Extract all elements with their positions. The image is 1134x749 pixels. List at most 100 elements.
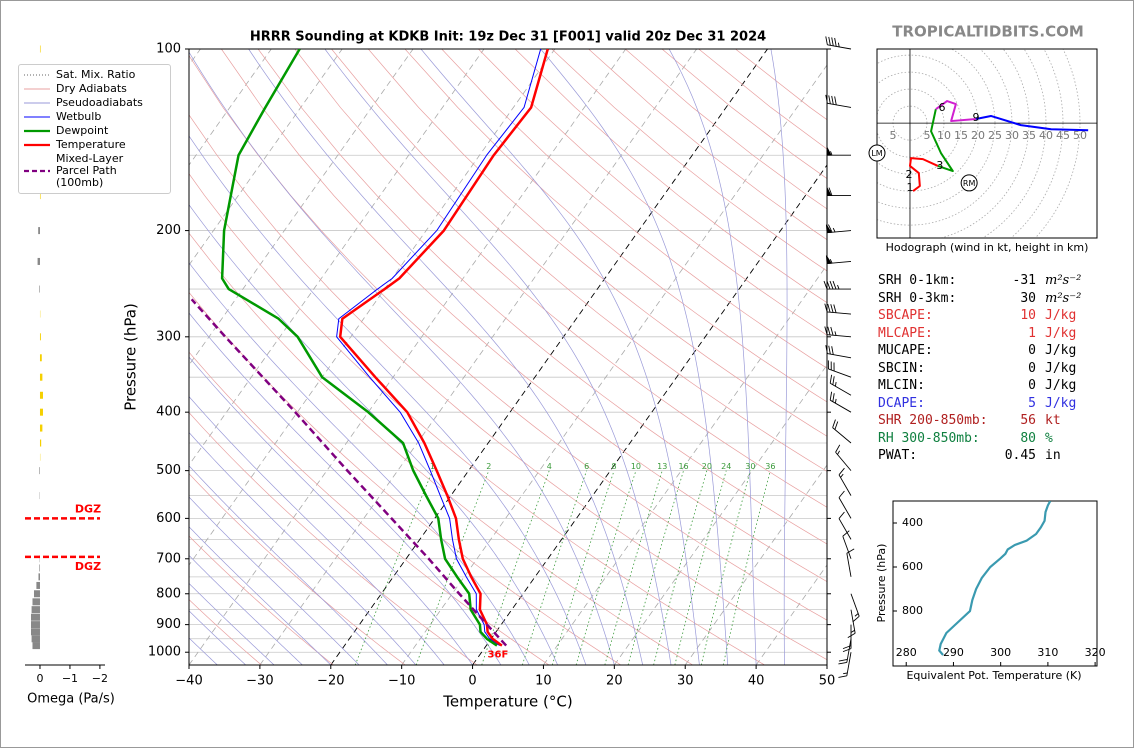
stats-unit: m²s⁻² — [1045, 291, 1081, 306]
barb-full — [835, 38, 837, 46]
hodograph-ring-label: 30 — [1005, 129, 1019, 142]
legend-item: Sat. Mix. Ratio — [19, 68, 170, 82]
omega-bar — [40, 354, 42, 361]
barb-staff — [827, 354, 851, 358]
hodograph-ring-label: 5 — [889, 129, 896, 142]
stats-unit: kt — [1045, 413, 1061, 428]
height-label: 1 — [906, 181, 913, 194]
stats-unit: J/kg — [1045, 326, 1076, 341]
stats-value: 0 — [1028, 378, 1036, 393]
x-tick-label: 50 — [819, 674, 836, 689]
barb-staff — [839, 498, 851, 519]
barb-full — [835, 421, 838, 429]
pseudoadiabat — [187, 49, 614, 665]
omega-axis-title: Omega (Pa/s) — [27, 692, 115, 707]
legend-label: Dry Adiabats — [56, 83, 127, 95]
wind-barb — [828, 360, 851, 377]
mixing-ratio-label: 13 — [657, 462, 667, 471]
mixing-ratio-label: 36 — [765, 462, 775, 471]
profiles — [192, 49, 548, 646]
legend-item: Dewpoint — [19, 124, 170, 138]
legend-swatch — [23, 98, 51, 108]
omega-bar — [31, 614, 40, 621]
barb-staff — [851, 594, 859, 617]
barb-half — [835, 331, 836, 335]
omega-bar — [40, 425, 42, 432]
stats-value: 0 — [1028, 343, 1036, 358]
hodograph-ring-label: 35 — [1022, 129, 1036, 142]
x-tick-label: 40 — [748, 674, 765, 689]
wind-barb — [830, 375, 851, 395]
isotherm — [402, 49, 839, 665]
height-label: 6 — [938, 101, 945, 114]
omega-bar — [40, 46, 41, 53]
mixing-ratio-label: 4 — [547, 462, 552, 471]
legend-swatch — [23, 126, 51, 136]
dry-adiabat — [185, 49, 909, 665]
stats-unit: J/kg — [1045, 308, 1076, 323]
hodograph-ring-label: 20 — [971, 129, 985, 142]
barb-full — [832, 37, 834, 45]
legend-label: Dewpoint — [56, 125, 108, 137]
barb-full — [829, 346, 831, 354]
y-tick-label: 500 — [156, 463, 181, 478]
omega-bar — [31, 621, 40, 628]
storm-motion-label: RM — [963, 179, 976, 188]
stats-label: PWAT: — [878, 448, 917, 463]
pseudoadiabat — [137, 49, 586, 665]
x-tick-label: 20 — [606, 674, 623, 689]
wind-barb — [824, 281, 851, 289]
y-tick-label: 700 — [156, 551, 181, 566]
barb-full — [829, 95, 831, 103]
stats-unit: m²s⁻² — [1045, 273, 1081, 288]
barb-full — [832, 96, 834, 104]
omega-bar — [38, 258, 40, 265]
legend-item: Pseudoadiabats — [19, 96, 170, 110]
stats-unit: J/kg — [1045, 378, 1076, 393]
y-tick-label: 900 — [156, 617, 181, 632]
barb-staff — [833, 428, 851, 443]
barb-half — [855, 613, 858, 616]
theta-x-tick-label: 300 — [990, 646, 1011, 659]
omega-tick-label: −2 — [92, 672, 108, 685]
stats-label: RH 300-850mb: — [878, 431, 980, 446]
theta-lines — [939, 501, 1050, 655]
mixing-ratio-label: 24 — [721, 462, 731, 471]
theta-x-tick-label: 310 — [1037, 646, 1058, 659]
theta-y-tick-label: 600 — [902, 560, 923, 573]
mixing-ratio-label: 10 — [631, 462, 641, 471]
barb-staff — [827, 103, 851, 107]
legend-label: Wetbulb — [56, 111, 101, 123]
watermark: TROPICALTIDBITS.COM — [892, 23, 1084, 41]
stats-label: SRH 0-1km: — [878, 273, 956, 288]
hodograph-ring-label: 40 — [1039, 129, 1053, 142]
wind-barb — [827, 188, 851, 196]
x-tick-label: −40 — [175, 674, 202, 689]
legend-swatch — [23, 70, 51, 80]
x-tick-label: 0 — [468, 674, 476, 689]
wind-barb — [826, 225, 851, 233]
mixing-ratio-line — [576, 471, 636, 665]
height-label: 3 — [936, 159, 943, 172]
barb-full — [839, 491, 844, 498]
stats-value: 10 — [1020, 308, 1036, 323]
barb-full — [834, 304, 836, 312]
y-tick-label: 1000 — [148, 645, 181, 660]
barb-half — [841, 474, 844, 477]
stats-label: SRH 0-3km: — [878, 291, 956, 306]
stats-row: RH 300-850mb:80% — [878, 431, 1078, 449]
wind-barb — [848, 610, 855, 638]
barb-half — [838, 43, 839, 47]
stats-unit: J/kg — [1045, 396, 1076, 411]
legend-swatch — [23, 166, 51, 176]
chart-title: HRRR Sounding at KDKB Init: 19z Dec 31 [… — [250, 30, 766, 45]
isotherm — [118, 49, 555, 665]
dry-adiabat — [221, 49, 980, 665]
barb-full — [848, 633, 855, 637]
